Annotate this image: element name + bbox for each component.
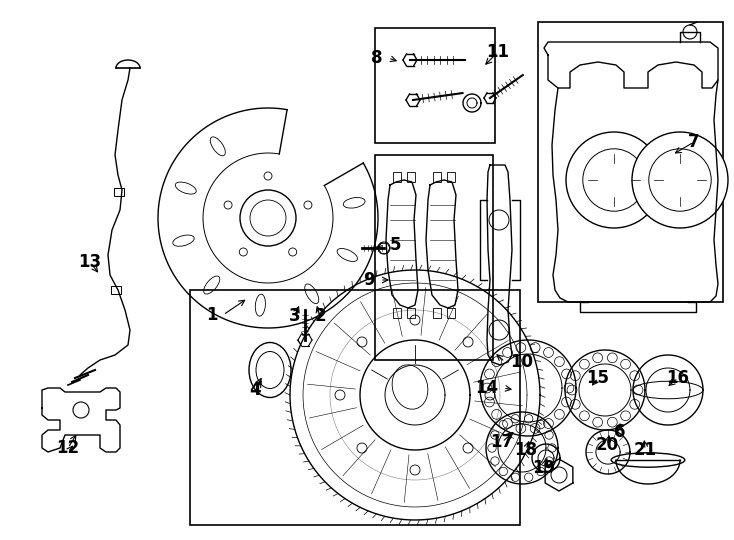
Text: 16: 16 [666,369,689,387]
Text: 5: 5 [390,236,401,254]
Bar [538,22,723,302]
Bar [393,172,401,182]
Text: 7: 7 [688,133,700,151]
Text: 18: 18 [515,441,537,459]
Bar [407,308,415,318]
Bar [433,308,441,318]
Text: 13: 13 [79,253,101,271]
Circle shape [566,132,662,228]
Text: 11: 11 [487,43,509,61]
Circle shape [378,242,390,254]
Bar [393,308,401,318]
Text: 12: 12 [57,439,79,457]
Text: 9: 9 [363,271,375,289]
Text: 3: 3 [289,307,301,325]
Bar [447,172,455,182]
Text: 4: 4 [249,381,261,399]
Text: 2: 2 [314,307,326,325]
Bar [114,188,124,196]
Text: 14: 14 [475,379,498,397]
Circle shape [240,190,296,246]
Bar [375,28,495,143]
Circle shape [632,132,728,228]
Text: 15: 15 [586,369,609,387]
Text: 6: 6 [614,423,626,441]
Text: 19: 19 [532,459,556,477]
Text: 8: 8 [371,49,383,67]
Text: 20: 20 [595,436,619,454]
Bar [375,155,493,360]
Bar [190,290,520,525]
Bar [407,172,415,182]
Bar [447,308,455,318]
Text: 21: 21 [633,441,656,459]
Bar [111,286,121,294]
Text: 17: 17 [490,433,514,451]
Bar [433,172,441,182]
Text: 1: 1 [206,306,218,324]
Text: 10: 10 [510,353,533,371]
